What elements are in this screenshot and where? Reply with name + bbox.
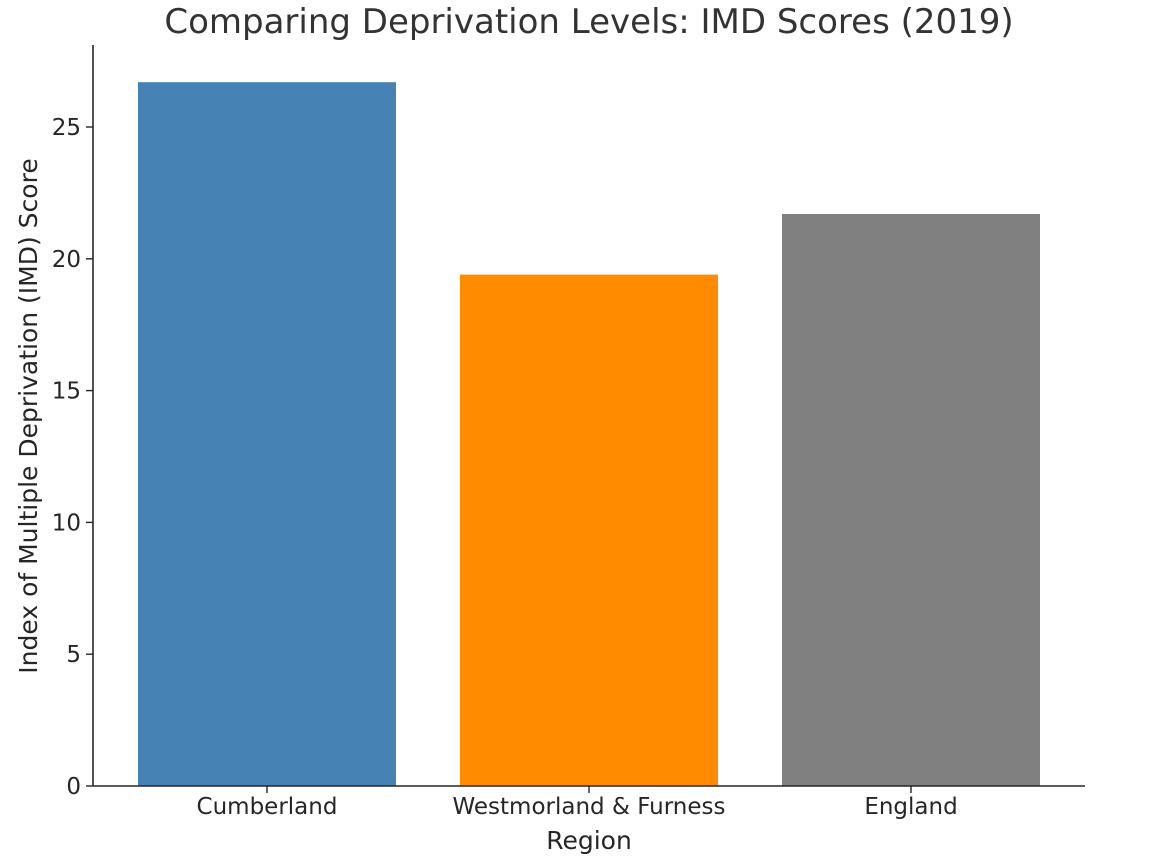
bar-westmorland-furness xyxy=(460,274,718,786)
y-axis-label: Index of Multiple Deprivation (IMD) Scor… xyxy=(14,158,43,673)
y-tick-label: 15 xyxy=(52,379,81,405)
bars-group xyxy=(138,82,1040,787)
x-axis-ticks: Cumberland Westmorland & Furness England xyxy=(197,786,958,820)
y-axis-ticks: 0 5 10 15 20 25 xyxy=(52,115,93,800)
y-tick-label: 0 xyxy=(66,774,81,800)
y-tick-label: 5 xyxy=(66,642,81,668)
x-tick-label: England xyxy=(864,794,957,820)
x-tick-label: Westmorland & Furness xyxy=(453,794,726,820)
y-tick-label: 10 xyxy=(52,510,81,536)
bar-cumberland xyxy=(138,82,396,787)
y-tick-label: 25 xyxy=(52,115,81,141)
x-axis-label: Region xyxy=(546,826,632,855)
chart-title: Comparing Deprivation Levels: IMD Scores… xyxy=(164,2,1013,42)
bar-england xyxy=(782,213,1040,786)
x-tick-label: Cumberland xyxy=(197,794,338,820)
y-tick-label: 20 xyxy=(52,247,81,273)
